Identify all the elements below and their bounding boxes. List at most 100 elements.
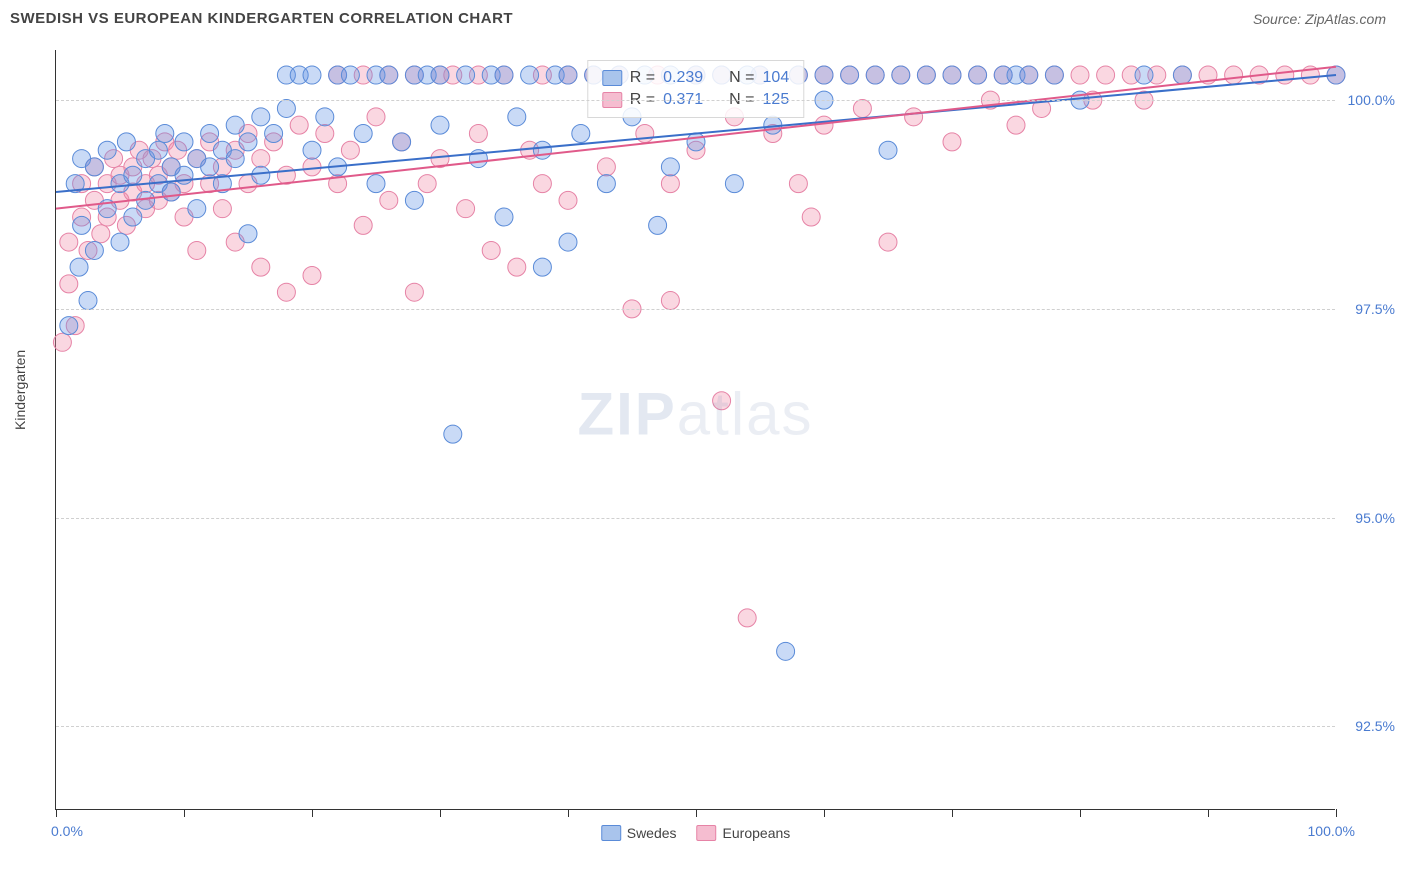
scatter-point (239, 133, 257, 151)
scatter-point (636, 125, 654, 143)
gridline (56, 518, 1335, 519)
scatter-point (649, 216, 667, 234)
scatter-point (431, 116, 449, 134)
scatter-point (841, 66, 859, 84)
scatter-point (117, 133, 135, 151)
scatter-point (789, 175, 807, 193)
scatter-point (303, 66, 321, 84)
scatter-point (405, 283, 423, 301)
y-tick-label: 92.5% (1355, 718, 1395, 734)
scatter-point (559, 233, 577, 251)
scatter-point (53, 333, 71, 351)
x-tick (696, 809, 697, 817)
scatter-point (354, 216, 372, 234)
scatter-point (303, 266, 321, 284)
scatter-point (905, 108, 923, 126)
scatter-point (201, 158, 219, 176)
x-axis-min-label: 0.0% (51, 823, 83, 839)
scatter-point (521, 66, 539, 84)
scatter-point (725, 175, 743, 193)
scatter-point (341, 141, 359, 159)
scatter-point (533, 258, 551, 276)
scatter-point (802, 208, 820, 226)
scatter-point (277, 283, 295, 301)
legend-item-europeans: Europeans (697, 825, 791, 841)
scatter-point (444, 425, 462, 443)
scatter-point (533, 175, 551, 193)
legend-swatch-europeans (697, 825, 717, 841)
scatter-point (853, 99, 871, 117)
scatter-point (1097, 66, 1115, 84)
scatter-point (1071, 66, 1089, 84)
scatter-point (917, 66, 935, 84)
x-tick (824, 809, 825, 817)
scatter-point (277, 99, 295, 117)
scatter-point (265, 125, 283, 143)
scatter-point (1276, 66, 1294, 84)
y-tick-label: 100.0% (1348, 92, 1395, 108)
scatter-point (213, 200, 231, 218)
scatter-point (188, 200, 206, 218)
x-axis-max-label: 100.0% (1308, 823, 1355, 839)
scatter-point (1225, 66, 1243, 84)
y-tick-label: 97.5% (1355, 301, 1395, 317)
scatter-point (572, 125, 590, 143)
legend-bottom: Swedes Europeans (601, 825, 791, 841)
scatter-point (495, 66, 513, 84)
legend-swatch-swedes (601, 825, 621, 841)
scatter-point (70, 258, 88, 276)
scatter-point (892, 66, 910, 84)
scatter-point (508, 258, 526, 276)
scatter-point (252, 108, 270, 126)
legend-item-swedes: Swedes (601, 825, 677, 841)
scatter-point (60, 275, 78, 293)
scatter-point (239, 225, 257, 243)
scatter-point (341, 66, 359, 84)
scatter-point (482, 241, 500, 259)
scatter-point (226, 116, 244, 134)
scatter-point (156, 125, 174, 143)
scatter-point (252, 150, 270, 168)
x-tick (1208, 809, 1209, 817)
scatter-point (162, 183, 180, 201)
scatter-point (879, 141, 897, 159)
scatter-point (60, 317, 78, 335)
stats-swatch-swedes (602, 70, 622, 86)
scatter-point (879, 233, 897, 251)
chart-plot-area: ZIPatlas R = 0.239 N = 104 R = 0.371 N =… (55, 50, 1335, 810)
source-label: Source: ZipAtlas.com (1253, 11, 1386, 27)
scatter-point (252, 166, 270, 184)
stats-legend-box: R = 0.239 N = 104 R = 0.371 N = 125 (587, 60, 804, 118)
scatter-point (559, 66, 577, 84)
scatter-point (393, 133, 411, 151)
scatter-point (354, 125, 372, 143)
scatter-point (738, 609, 756, 627)
scatter-point (60, 233, 78, 251)
scatter-point (661, 175, 679, 193)
x-tick (56, 809, 57, 817)
x-tick (1336, 809, 1337, 817)
scatter-point (815, 66, 833, 84)
gridline (56, 726, 1335, 727)
x-tick (952, 809, 953, 817)
scatter-point (943, 66, 961, 84)
scatter-point (777, 642, 795, 660)
chart-title: SWEDISH VS EUROPEAN KINDERGARTEN CORRELA… (10, 10, 513, 27)
scatter-point (1045, 66, 1063, 84)
scatter-point (431, 66, 449, 84)
scatter-point (303, 141, 321, 159)
scatter-point (1007, 116, 1025, 134)
scatter-point (533, 141, 551, 159)
scatter-point (866, 66, 884, 84)
scatter-point (188, 241, 206, 259)
x-tick (568, 809, 569, 817)
scatter-point (661, 158, 679, 176)
gridline (56, 309, 1335, 310)
scatter-point (124, 166, 142, 184)
scatter-point (687, 133, 705, 151)
x-tick (1080, 809, 1081, 817)
scatter-point (1135, 66, 1153, 84)
scatter-point (661, 292, 679, 310)
scatter-point (290, 116, 308, 134)
scatter-point (559, 191, 577, 209)
